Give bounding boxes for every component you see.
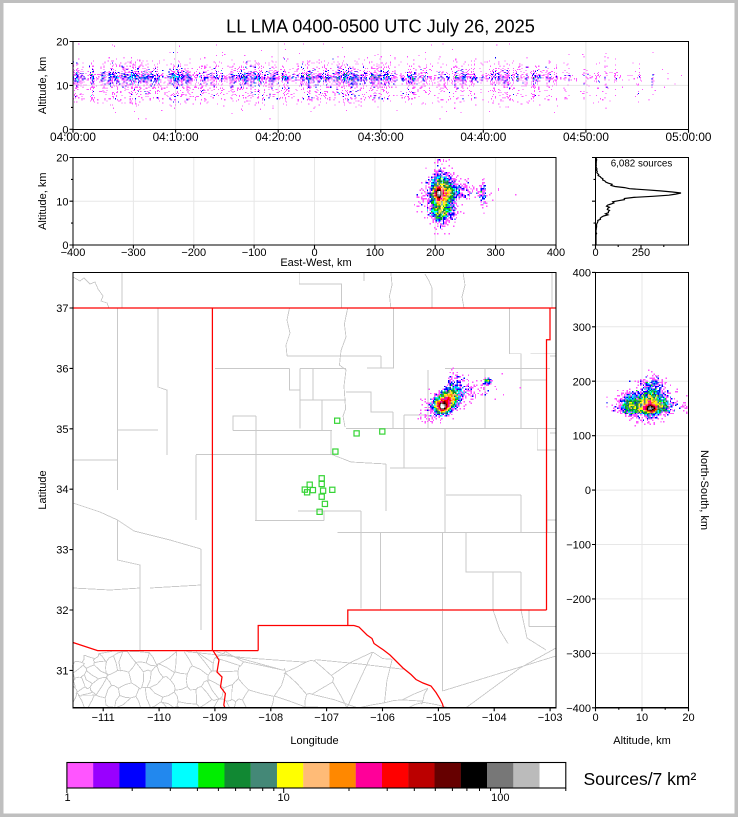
svg-text:33: 33 — [56, 545, 68, 557]
svg-text:05:00:00: 05:00:00 — [666, 130, 712, 144]
svg-text:6,082 sources: 6,082 sources — [611, 159, 673, 170]
svg-text:32: 32 — [56, 605, 68, 617]
svg-text:300: 300 — [573, 322, 591, 334]
svg-text:−110: −110 — [147, 712, 171, 724]
svg-text:Longitude: Longitude — [290, 735, 338, 747]
svg-text:04:50:00: 04:50:00 — [563, 130, 609, 144]
svg-text:−400: −400 — [566, 703, 591, 715]
svg-text:04:30:00: 04:30:00 — [358, 130, 404, 144]
svg-text:250: 250 — [632, 247, 650, 259]
svg-text:20: 20 — [56, 37, 68, 49]
svg-text:−104: −104 — [482, 712, 507, 724]
svg-text:10: 10 — [636, 712, 648, 724]
svg-text:200: 200 — [573, 376, 591, 388]
svg-text:0: 0 — [592, 247, 598, 259]
svg-text:100: 100 — [491, 792, 509, 804]
svg-text:400: 400 — [573, 267, 591, 279]
svg-text:LL LMA 0400-0500 UTC July 26,: LL LMA 0400-0500 UTC July 26, 2025 — [226, 17, 535, 37]
svg-text:−105: −105 — [426, 712, 451, 724]
svg-text:10: 10 — [56, 196, 68, 208]
svg-text:04:00:00: 04:00:00 — [50, 130, 96, 144]
svg-text:31: 31 — [56, 665, 68, 677]
svg-text:Altitude, km: Altitude, km — [37, 172, 49, 229]
svg-text:−103: −103 — [538, 712, 563, 724]
svg-text:36: 36 — [56, 363, 68, 375]
svg-text:0: 0 — [311, 247, 317, 259]
svg-text:−200: −200 — [181, 247, 206, 259]
svg-text:−100: −100 — [242, 247, 267, 259]
svg-text:−400: −400 — [61, 247, 86, 259]
svg-text:300: 300 — [486, 247, 504, 259]
svg-text:−111: −111 — [92, 712, 115, 724]
svg-text:Altitude, km: Altitude, km — [37, 57, 49, 114]
svg-text:37: 37 — [56, 303, 68, 315]
svg-text:04:20:00: 04:20:00 — [255, 130, 301, 144]
svg-text:Altitude, km: Altitude, km — [613, 735, 670, 747]
svg-text:04:40:00: 04:40:00 — [460, 130, 506, 144]
svg-text:35: 35 — [56, 424, 68, 436]
svg-text:20: 20 — [56, 153, 68, 165]
svg-text:Latitude: Latitude — [37, 470, 49, 509]
svg-text:100: 100 — [573, 431, 591, 443]
svg-text:100: 100 — [366, 247, 384, 259]
svg-text:20: 20 — [682, 712, 694, 724]
svg-text:−109: −109 — [203, 712, 228, 724]
svg-text:1: 1 — [64, 792, 70, 804]
svg-text:−100: −100 — [566, 540, 591, 552]
svg-text:0: 0 — [592, 712, 598, 724]
svg-text:North-South, km: North-South, km — [698, 450, 710, 530]
svg-text:−200: −200 — [566, 594, 591, 606]
svg-text:34: 34 — [56, 484, 68, 496]
svg-text:10: 10 — [277, 792, 289, 804]
svg-text:−300: −300 — [121, 247, 146, 259]
svg-text:−108: −108 — [258, 712, 283, 724]
svg-text:−107: −107 — [314, 712, 339, 724]
svg-text:10: 10 — [56, 80, 68, 92]
svg-text:East-West, km: East-West, km — [280, 257, 351, 269]
svg-text:0: 0 — [62, 240, 68, 252]
svg-text:400: 400 — [547, 247, 565, 259]
svg-text:Sources/7 km²: Sources/7 km² — [584, 769, 697, 789]
svg-text:200: 200 — [426, 247, 444, 259]
svg-text:04:10:00: 04:10:00 — [153, 130, 199, 144]
svg-text:0: 0 — [62, 124, 68, 136]
svg-text:0: 0 — [585, 485, 591, 497]
svg-text:−300: −300 — [566, 648, 591, 660]
svg-text:−106: −106 — [370, 712, 395, 724]
